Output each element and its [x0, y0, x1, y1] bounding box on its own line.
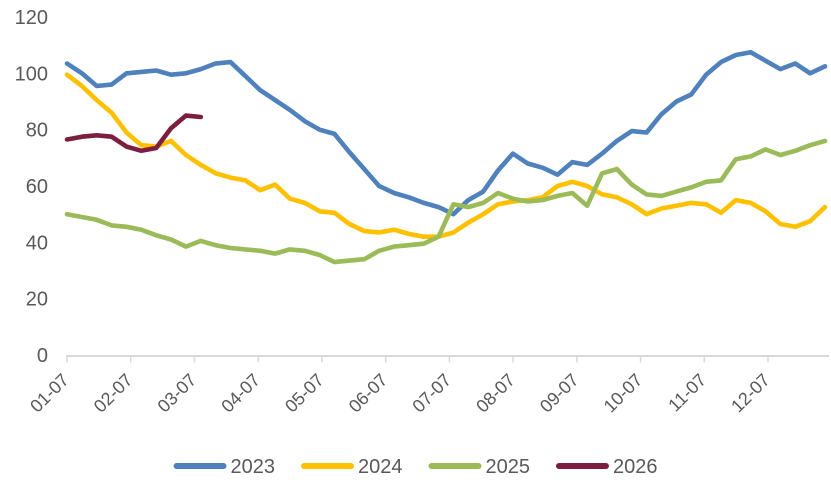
y-axis-label: 60: [26, 176, 48, 198]
legend-label: 2025: [486, 456, 531, 478]
series-line-2025: [64, 138, 828, 265]
x-axis-label: 09-07: [536, 370, 583, 417]
legend-item-2024: 2024: [301, 456, 403, 478]
legend-item-2023: 2023: [173, 456, 275, 478]
series-line-2024: [64, 72, 828, 239]
x-axis-label: 05-07: [281, 370, 328, 417]
x-axis-label: 01-07: [26, 370, 73, 417]
series-line-2023: [64, 49, 828, 217]
legend-swatch-2025: [428, 463, 482, 469]
y-axis-label: 40: [26, 232, 48, 254]
y-axis-label: 100: [15, 63, 48, 85]
x-axis-label: 07-07: [408, 370, 455, 417]
legend-label: 2026: [613, 456, 658, 478]
x-axis-label: 06-07: [345, 370, 392, 417]
legend-item-2026: 2026: [555, 456, 658, 478]
legend-swatch-2024: [301, 463, 355, 469]
x-axis-label: 04-07: [217, 370, 264, 417]
x-axis-label: 12-07: [727, 370, 774, 417]
legend-item-2025: 2025: [428, 456, 531, 478]
legend-swatch-2023: [173, 463, 227, 469]
y-axis-label: 20: [26, 289, 48, 311]
x-axis-label: 10-07: [600, 370, 647, 417]
series-line-2026: [64, 113, 204, 154]
legend-swatch-2026: [555, 463, 609, 469]
y-axis-label: 120: [15, 7, 48, 29]
legend-label: 2024: [358, 456, 403, 478]
x-axis-label: 11-07: [664, 370, 710, 416]
x-axis-label: 03-07: [154, 370, 201, 417]
legend-label: 2023: [231, 456, 275, 478]
x-axis-label: 02-07: [90, 370, 137, 417]
chart-legend: 2023 2024 2025 2026: [173, 456, 658, 478]
y-axis-label: 0: [37, 345, 48, 367]
y-axis-label: 80: [26, 120, 48, 142]
x-axis-label: 08-07: [472, 370, 519, 417]
